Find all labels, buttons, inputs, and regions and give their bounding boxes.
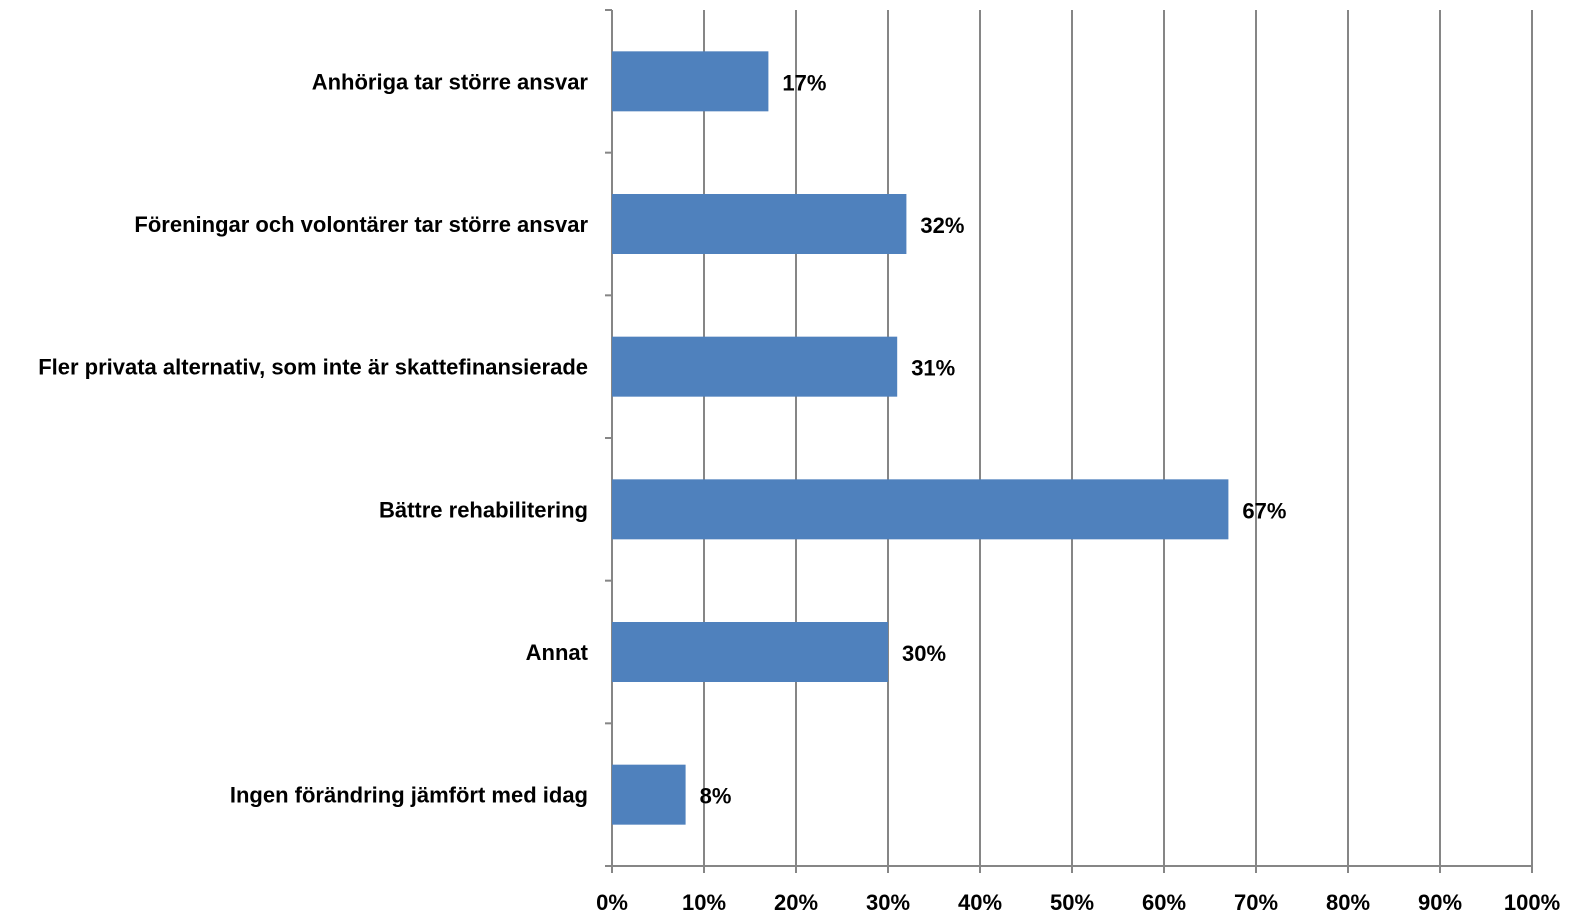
category-label-5: Ingen förändring jämfört med idag [230, 783, 588, 808]
category-label-0: Anhöriga tar större ansvar [312, 69, 589, 94]
labels: 0% 10% 20% 30% 40% 50% 60% 70% 80% 90% 100% Anhörig… [38, 69, 1560, 915]
data-label-1: 32% [920, 213, 964, 238]
category-label-2: Fler privata alternativ, som inte är ska… [38, 355, 588, 380]
x-tick-label-40: 40% [958, 890, 1002, 915]
category-label-3: Bättre rehabilitering [379, 497, 588, 522]
gridlines [703, 10, 1533, 866]
bars [612, 51, 1229, 825]
category-label-1: Föreningar och volontärer tar större ans… [134, 212, 588, 237]
x-tick-label-50: 50% [1050, 890, 1094, 915]
x-tick-label-30: 30% [866, 890, 910, 915]
bar-5 [612, 764, 686, 825]
x-tick-label-20: 20% [774, 890, 818, 915]
x-tick-label-0: 0% [596, 890, 628, 915]
bar-0 [612, 51, 769, 112]
x-tick-label-60: 60% [1142, 890, 1186, 915]
data-label-2: 31% [911, 356, 955, 381]
x-tick-label-70: 70% [1234, 890, 1278, 915]
data-label-3: 67% [1242, 498, 1286, 523]
category-label-4: Annat [526, 640, 589, 665]
bar-2 [612, 336, 898, 397]
bar-1 [612, 194, 907, 254]
x-tick-label-80: 80% [1326, 890, 1370, 915]
x-tick-label-90: 90% [1418, 890, 1462, 915]
data-label-5: 8% [700, 784, 732, 809]
data-label-4: 30% [902, 641, 946, 666]
axes [605, 9, 1533, 873]
x-tick-label-10: 10% [682, 890, 726, 915]
bar-4 [612, 622, 888, 682]
bar-3 [612, 479, 1229, 540]
data-label-0: 17% [782, 70, 826, 95]
x-tick-label-100: 100% [1504, 890, 1560, 915]
